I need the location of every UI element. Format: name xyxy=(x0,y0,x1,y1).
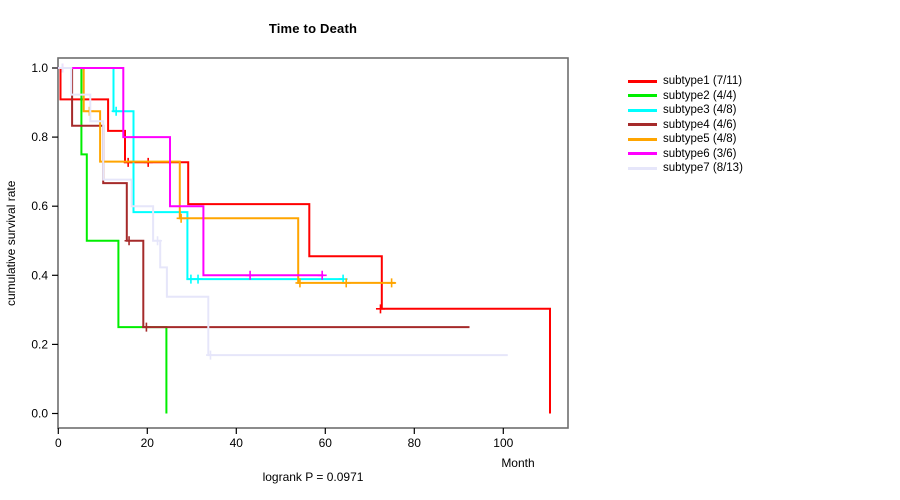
y-tick-label: 0.0 xyxy=(31,407,48,421)
y-tick-label: 0.6 xyxy=(31,199,48,213)
censor-mark-subtype7 xyxy=(57,63,67,73)
legend-item-label: subtype7 (8/13) xyxy=(663,162,743,175)
legend-swatch xyxy=(628,123,657,127)
y-tick-label: 0.2 xyxy=(31,337,48,351)
y-tick-label: 0.4 xyxy=(31,268,48,282)
x-tick-label: 0 xyxy=(55,436,62,450)
y-tick-label: 0.8 xyxy=(31,130,48,144)
censor-mark-subtype7 xyxy=(205,350,215,360)
y-tick-label: 1.0 xyxy=(31,61,48,75)
x-tick-label: 20 xyxy=(141,436,155,450)
x-tick-label: 100 xyxy=(493,436,513,450)
logrank-annotation: logrank P = 0.0971 xyxy=(262,470,364,484)
legend-item: subtype1 (7/11) xyxy=(628,74,743,89)
legend-item: subtype6 (3/6) xyxy=(628,147,743,162)
legend-swatch xyxy=(628,152,657,156)
page-title: Time to Death xyxy=(268,21,358,36)
series-curve-subtype6 xyxy=(58,67,324,277)
censor-mark-subtype5 xyxy=(341,278,351,288)
legend-item: subtype7 (8/13) xyxy=(628,161,743,176)
censor-mark-subtype3 xyxy=(111,106,121,116)
legend-item: subtype2 (4/4) xyxy=(628,89,743,104)
censor-mark-subtype5 xyxy=(295,278,305,288)
censor-mark-subtype5 xyxy=(176,213,186,223)
censor-mark-subtype5 xyxy=(387,278,397,288)
legend-swatch xyxy=(628,79,657,83)
legend-swatch xyxy=(628,94,657,98)
censor-mark-subtype3 xyxy=(193,274,203,284)
x-axis-label: Month xyxy=(501,456,535,470)
legend: subtype1 (7/11) subtype2 (4/4) subtype3 … xyxy=(628,74,743,176)
x-tick-label: 80 xyxy=(408,436,422,450)
x-tick-label: 60 xyxy=(319,436,333,450)
x-tick-label: 40 xyxy=(230,436,244,450)
censor-mark-subtype4 xyxy=(124,236,134,246)
censor-mark-subtype7 xyxy=(153,236,163,246)
plot-border xyxy=(57,57,569,429)
legend-item: subtype4 (4/6) xyxy=(628,118,743,133)
series-curve-subtype4 xyxy=(58,67,470,329)
legend-item-label: subtype1 (7/11) xyxy=(663,75,743,88)
censor-mark-subtype6 xyxy=(317,270,327,280)
legend-item-label: subtype4 (4/6) xyxy=(663,118,737,131)
series-curve-subtype5 xyxy=(58,67,396,284)
legend-item-label: subtype2 (4/4) xyxy=(663,89,737,102)
legend-item-label: subtype3 (4/8) xyxy=(663,104,737,117)
legend-item-label: subtype6 (3/6) xyxy=(663,147,737,160)
censor-mark-subtype6 xyxy=(245,270,255,280)
series-curve-subtype7 xyxy=(58,67,508,357)
legend-item: subtype5 (4/8) xyxy=(628,132,743,147)
series-curve-subtype2 xyxy=(58,67,168,414)
legend-swatch xyxy=(628,166,657,170)
legend-swatch xyxy=(628,108,657,112)
series-curve-subtype1 xyxy=(58,67,551,414)
censor-mark-subtype4 xyxy=(141,322,151,332)
legend-swatch xyxy=(628,137,657,141)
legend-item: subtype3 (4/8) xyxy=(628,103,743,118)
censor-mark-subtype1 xyxy=(375,304,385,314)
y-axis-label: cumulative survival rate xyxy=(4,180,18,306)
legend-item-label: subtype5 (4/8) xyxy=(663,133,737,146)
